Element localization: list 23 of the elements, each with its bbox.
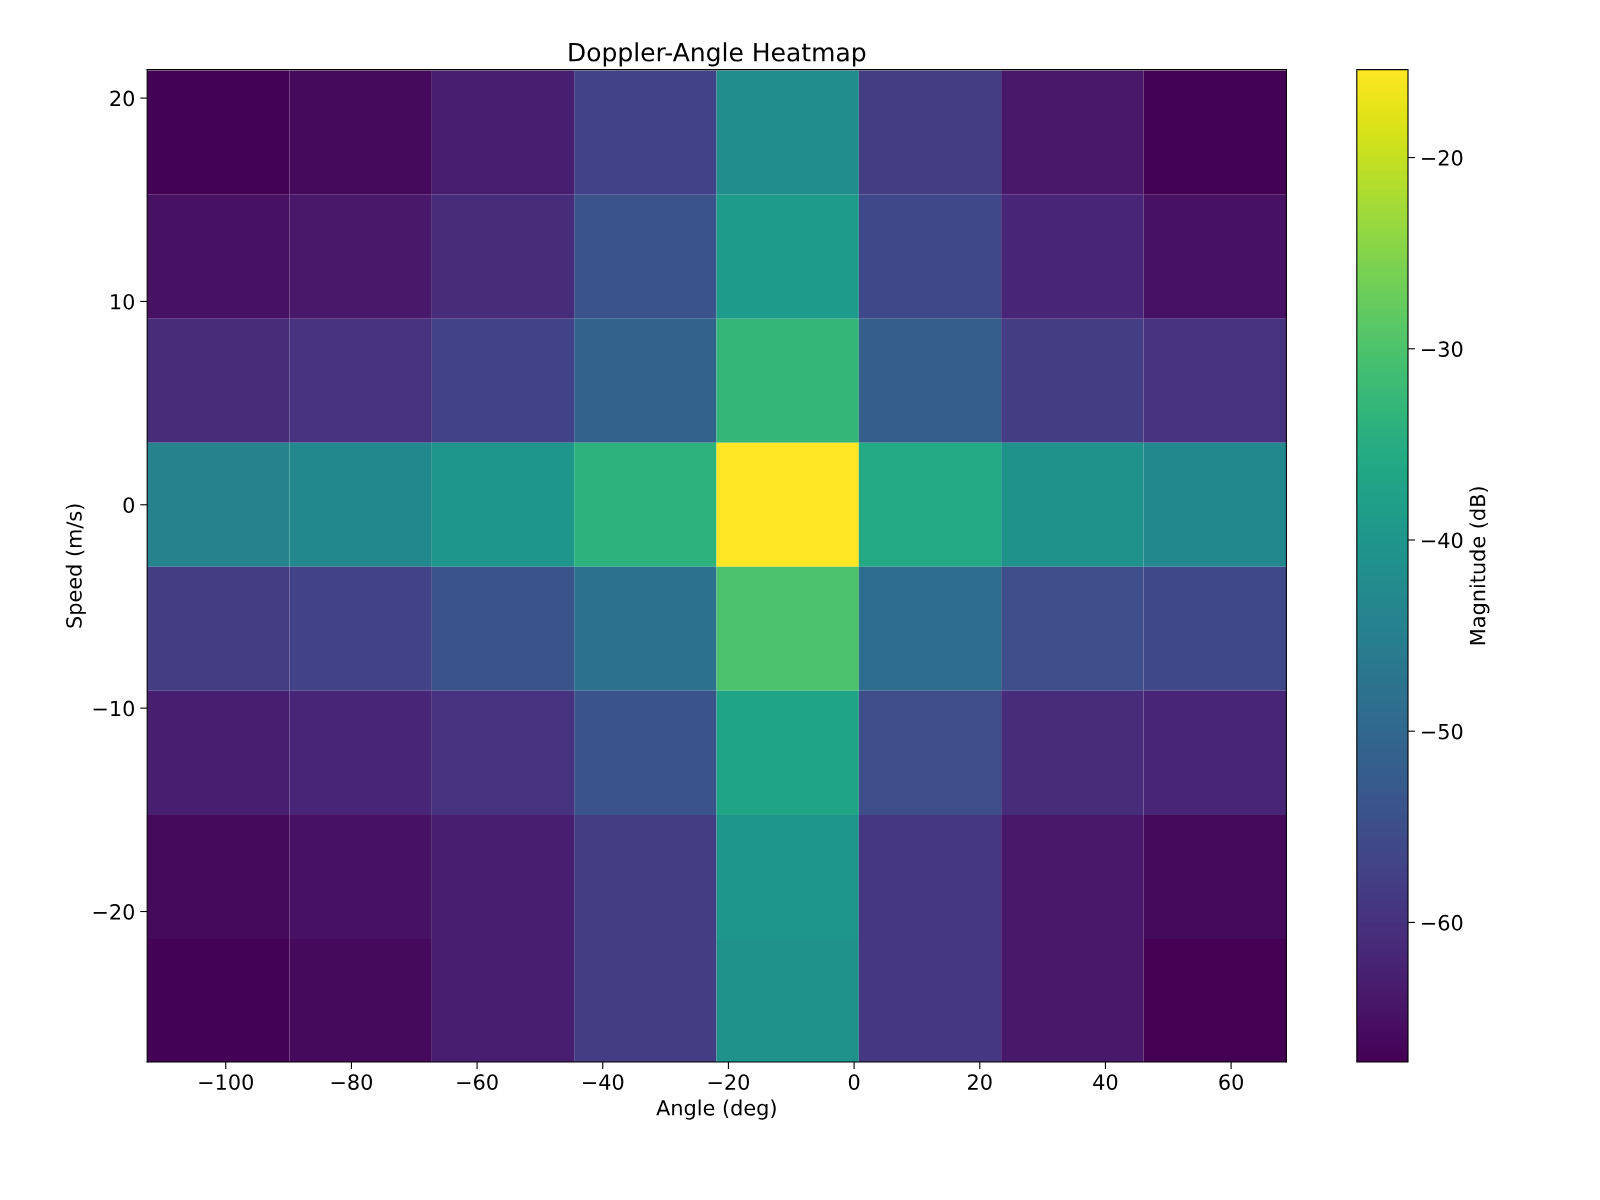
color-bar-label: −40 xyxy=(1422,532,1463,549)
x-tick-label: 60 xyxy=(1219,1074,1243,1090)
color-bar-label: −20 xyxy=(1422,150,1463,166)
y-tick-label: 0 xyxy=(123,497,135,513)
y-tick-label: −20 xyxy=(93,903,135,920)
color-bar-label: −50 xyxy=(1422,723,1463,740)
y-tick-label: −10 xyxy=(93,700,135,717)
x-tick-label: −40 xyxy=(582,1074,624,1090)
chart-title: Doppler-Angle Heatmap xyxy=(569,42,866,67)
y-tick-label: 20 xyxy=(110,90,135,107)
x-tick-label: −20 xyxy=(708,1074,750,1090)
x-tick-label: 20 xyxy=(968,1074,992,1090)
x-tick-label: 0 xyxy=(848,1074,860,1090)
color-bar-label: −60 xyxy=(1422,914,1463,931)
x-tick-label: −100 xyxy=(199,1074,253,1090)
x-tick-label: 40 xyxy=(1093,1074,1118,1090)
color-bar-label: −30 xyxy=(1422,341,1463,357)
y-axis-title: Speed (m/s) xyxy=(65,504,86,628)
y-tick-label: 10 xyxy=(111,293,135,310)
x-tick-label: −80 xyxy=(331,1074,373,1090)
x-axis-title: Angle (deg) xyxy=(656,1099,776,1120)
color-bar-title: Magnitude (dB) xyxy=(1469,487,1490,645)
x-tick-label: −60 xyxy=(457,1074,498,1090)
